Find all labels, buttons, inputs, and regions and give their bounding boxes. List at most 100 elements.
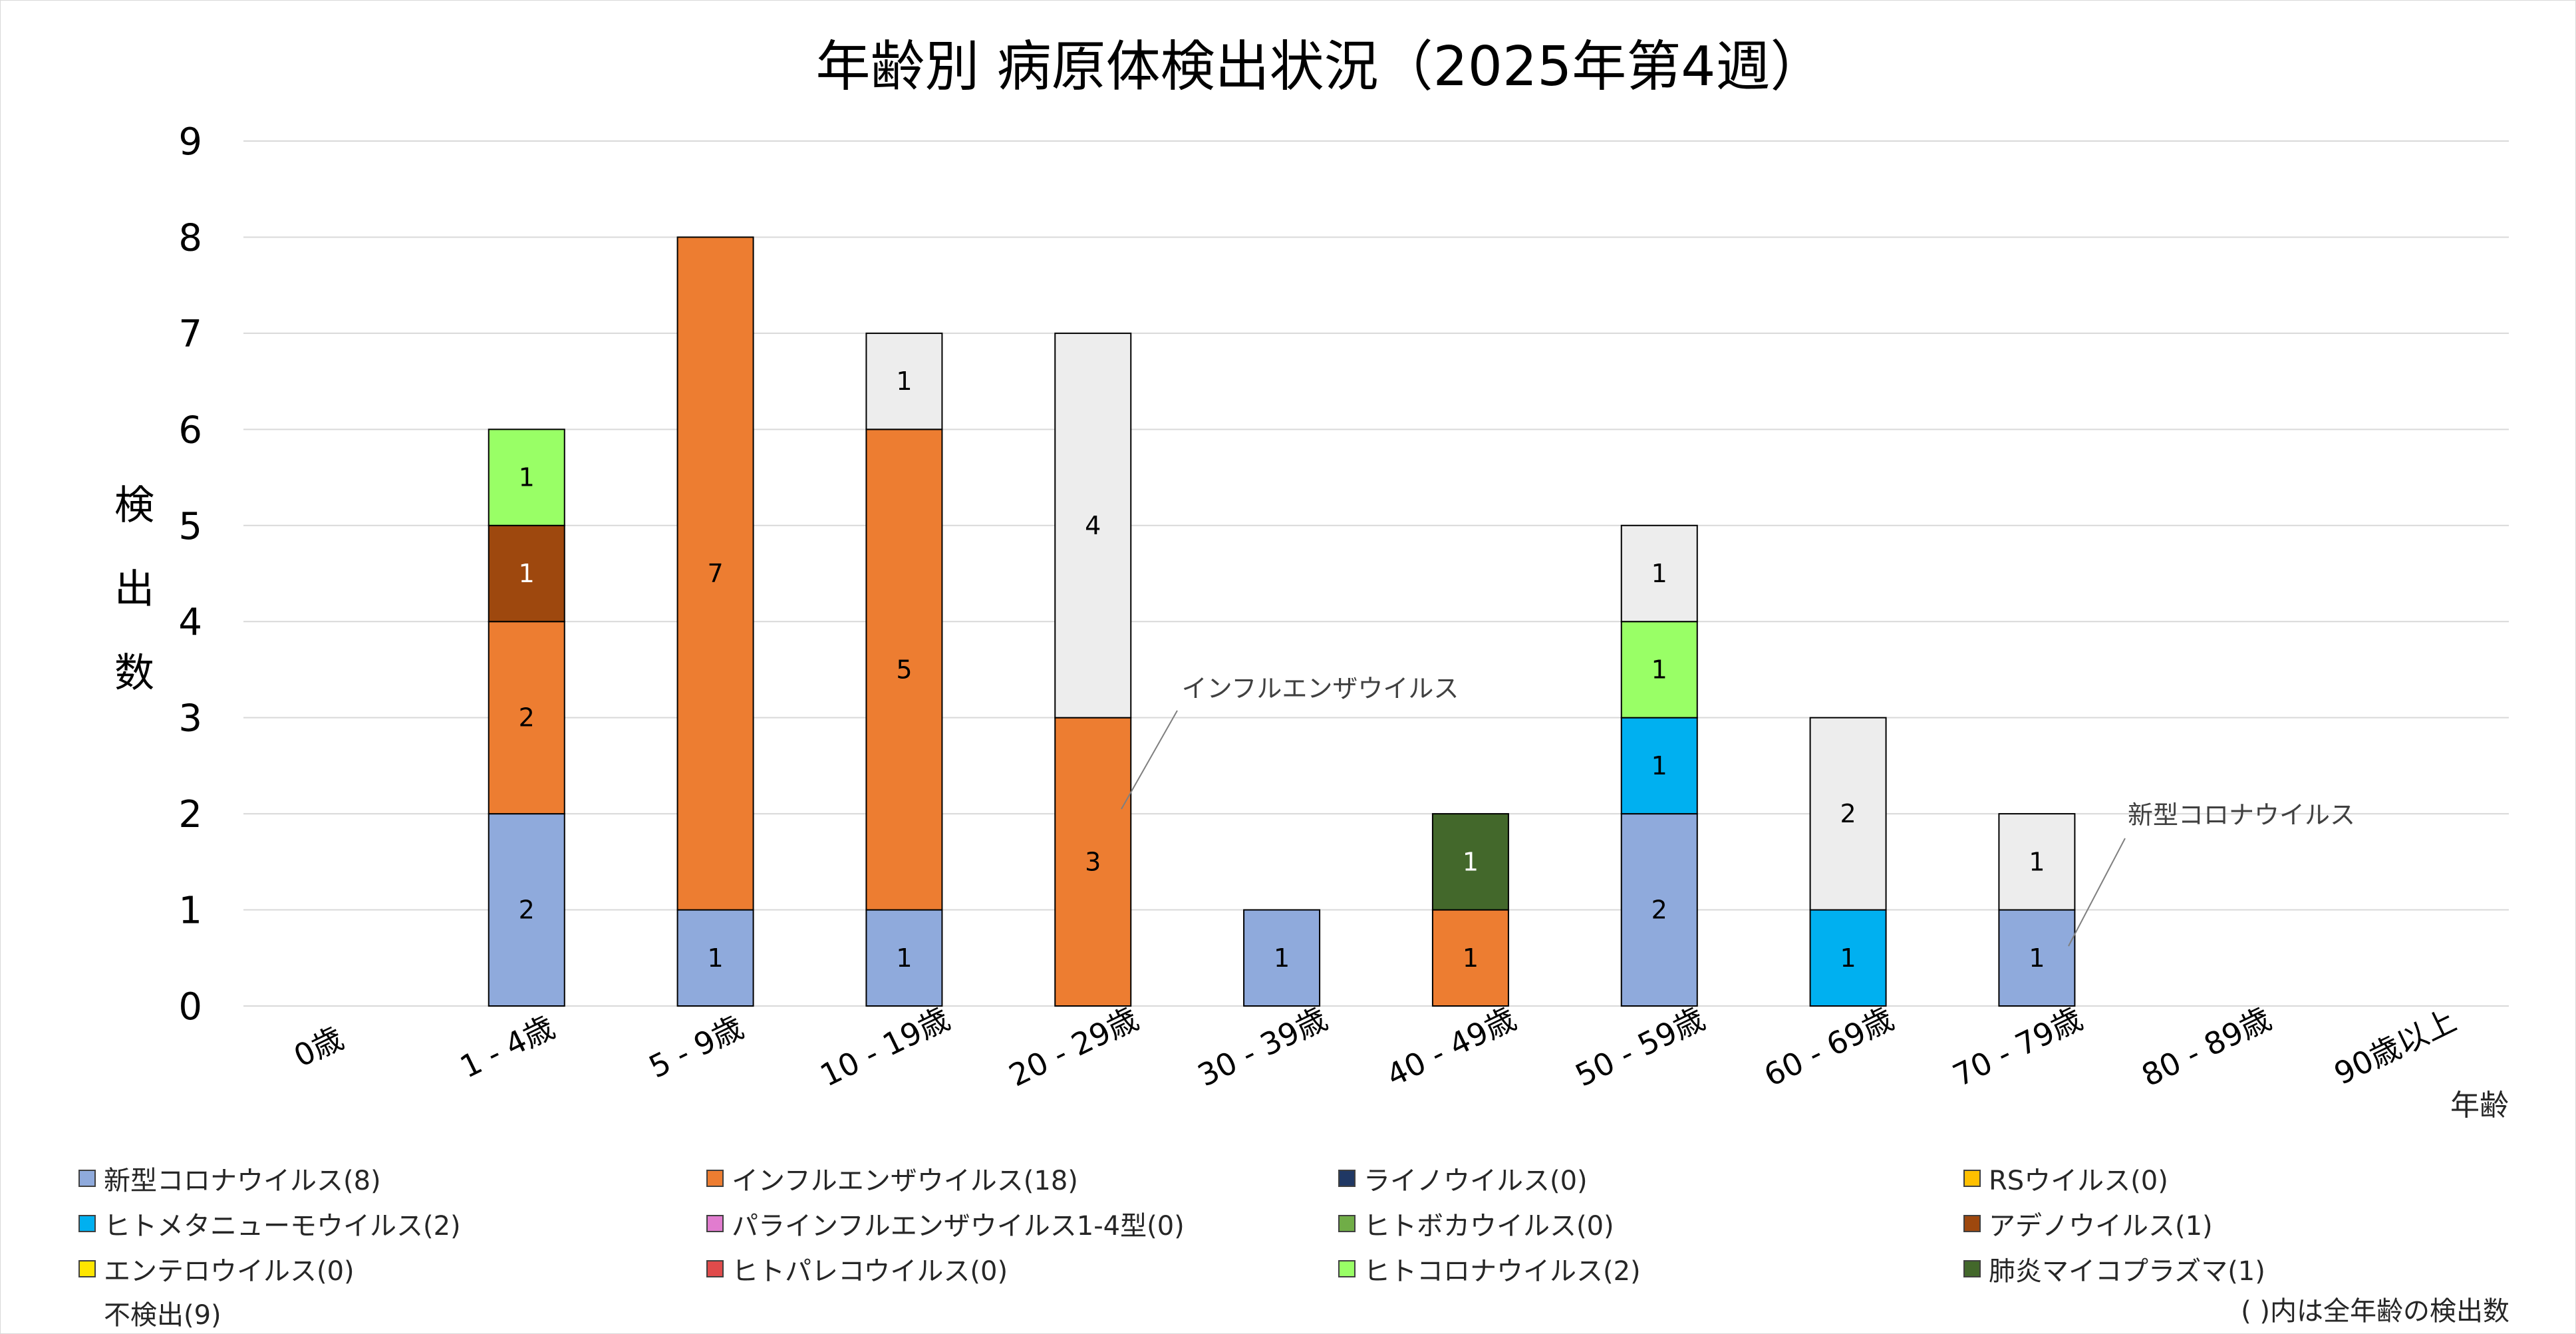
legend-label: ライノウイルス(0): [1363, 1166, 1588, 1196]
y-tick-label: 4: [178, 601, 202, 644]
data-label: 1: [1651, 559, 1667, 588]
legend-label: 肺炎マイコプラズマ(1): [1989, 1256, 2265, 1287]
annotation-label: インフルエンザウイルス: [1182, 674, 1459, 703]
bar-segment: [488, 524, 565, 623]
data-label: 2: [1651, 896, 1667, 925]
legend-item: 新型コロナウイルス(8): [78, 1159, 381, 1198]
bar-segment: [1809, 717, 1887, 911]
legend-label: ヒトパレコウイルス(0): [732, 1256, 1008, 1287]
x-axis-label: 年齢: [2450, 1088, 2509, 1122]
svg-text:検: 検: [114, 482, 154, 529]
y-tick-label: 2: [178, 793, 202, 836]
legend-swatch: [706, 1260, 724, 1277]
legend-item: ライノウイルス(0): [1338, 1159, 1588, 1198]
bar-segment: [1054, 717, 1132, 1007]
legend-swatch: [78, 1170, 96, 1187]
x-tick-label: 70 - 79歳: [1947, 1001, 2088, 1094]
legend-item: ヒトコロナウイルス(2): [1338, 1250, 1641, 1288]
x-tick-label: 90歳以上: [2329, 1002, 2462, 1092]
legend-label: ヒトメタニューモウイルス(2): [104, 1211, 461, 1242]
legend-label: RSウイルス(0): [1989, 1166, 2168, 1196]
data-label: 1: [896, 367, 912, 396]
y-tick-label: 3: [178, 697, 202, 741]
data-label: 1: [1463, 847, 1479, 876]
data-label: 2: [519, 896, 535, 925]
legend-swatch: [1963, 1215, 1981, 1232]
legend-label: 不検出(9): [104, 1300, 221, 1331]
data-label: 1: [519, 463, 535, 492]
legend-item: ヒトパレコウイルス(0): [706, 1250, 1008, 1288]
legend-label: 新型コロナウイルス(8): [104, 1166, 381, 1196]
x-tick-labels: 0歳 1 - 4歳 5 - 9歳 10 - 19歳 20 - 29歳 30 - 39歳 40…: [288, 1001, 2462, 1094]
bar-segment: [1620, 621, 1698, 719]
bar-segment: [1431, 813, 1509, 911]
legend-item: パラインフルエンザウイルス1-4型(0): [706, 1204, 1185, 1243]
chart-title: 年齢別 病原体検出状況（2025年第4週）: [816, 35, 1825, 98]
data-label: 1: [896, 943, 912, 973]
gridlines: [243, 140, 2509, 1007]
legend-item: ヒトボカウイルス(0): [1338, 1204, 1614, 1243]
legend-label: アデノウイルス(1): [1989, 1211, 2213, 1242]
legend-item: エンテロウイルス(0): [78, 1250, 355, 1288]
bar-segment: [1998, 813, 2076, 911]
data-label: 5: [896, 655, 912, 684]
y-tick-label: 1: [178, 890, 202, 933]
data-label: 1: [1463, 943, 1479, 973]
legend-item: 不検出(9): [78, 1293, 221, 1332]
svg-text:数: 数: [114, 650, 154, 697]
bar-segment: [1620, 717, 1698, 815]
legend-swatch: [1338, 1170, 1356, 1187]
x-tick-label: 60 - 69歳: [1759, 1001, 1899, 1094]
bar-segment: [865, 909, 943, 1007]
legend-item: ヒトメタニューモウイルス(2): [78, 1204, 461, 1243]
legend-swatch: [706, 1215, 724, 1232]
legend-label: パラインフルエンザウイルス1-4型(0): [732, 1211, 1185, 1242]
svg-text:出: 出: [114, 566, 154, 613]
legend-swatch: [1963, 1260, 1981, 1277]
legend-label: エンテロウイルス(0): [104, 1256, 355, 1287]
legend-label: ヒトコロナウイルス(2): [1363, 1256, 1641, 1287]
legend-swatch: [78, 1215, 96, 1232]
data-label: 2: [1840, 799, 1856, 828]
x-tick-label: 40 - 49歳: [1381, 1001, 1521, 1094]
data-label: 1: [1274, 943, 1290, 973]
bar-segment: [676, 236, 754, 911]
x-tick-label: 1 - 4歳: [454, 1009, 560, 1084]
bar-segment: [1431, 909, 1509, 1007]
bar-segment: [865, 428, 943, 911]
data-label: 1: [707, 943, 723, 973]
bars: [488, 236, 2076, 1007]
data-label: 1: [1651, 751, 1667, 780]
legend-item: RSウイルス(0): [1963, 1159, 2168, 1198]
data-label: 4: [1085, 511, 1101, 540]
y-tick-label: 0: [178, 985, 202, 1029]
legend-swatch: [78, 1260, 96, 1277]
data-label: 2: [519, 703, 535, 733]
annotation-label: 新型コロナウイルス: [2128, 800, 2355, 830]
legend-label: ヒトボカウイルス(0): [1363, 1211, 1614, 1242]
data-label: 3: [1085, 847, 1101, 876]
x-tick-label: 50 - 59歳: [1570, 1001, 1710, 1094]
annotation-leader: [2068, 838, 2126, 947]
legend-swatch: [1338, 1215, 1356, 1232]
bar-segment: [1620, 524, 1698, 623]
y-axis-label: 検出数: [114, 482, 154, 697]
bar-segment: [1054, 332, 1132, 719]
data-label: 1: [1840, 943, 1856, 973]
footnote: ( )内は全年齢の検出数: [2241, 1296, 2509, 1327]
annotation-leader: [1121, 710, 1178, 810]
legend-swatch: [1963, 1170, 1981, 1187]
legend-item: アデノウイルス(1): [1963, 1204, 2213, 1243]
bar-segment: [676, 909, 754, 1007]
x-tick-label: 30 - 39歳: [1192, 1001, 1332, 1094]
data-label: 1: [1651, 655, 1667, 684]
legend-label: インフルエンザウイルス(18): [732, 1166, 1078, 1196]
legend-swatch: [1338, 1260, 1356, 1277]
x-tick-label: 10 - 19歳: [815, 1001, 955, 1094]
x-tick-label: 5 - 9歳: [643, 1009, 749, 1084]
y-tick-label: 9: [178, 120, 202, 164]
data-label: 7: [707, 559, 723, 588]
x-tick-label: 20 - 29歳: [1004, 1001, 1144, 1094]
bar-segment: [488, 621, 565, 815]
